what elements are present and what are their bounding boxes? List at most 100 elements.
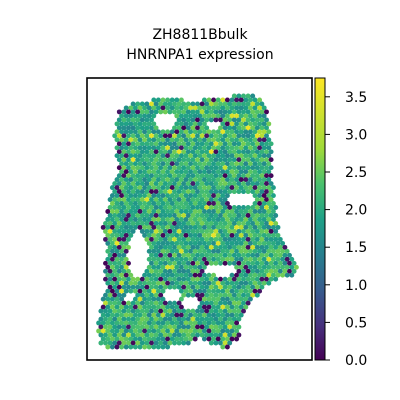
spot xyxy=(206,193,212,199)
spot xyxy=(146,320,152,326)
spot xyxy=(215,240,221,246)
spot xyxy=(197,201,203,206)
spot xyxy=(268,260,274,266)
spot xyxy=(273,213,279,218)
spot xyxy=(259,228,265,234)
spot xyxy=(160,185,166,191)
spot xyxy=(199,165,205,171)
spot xyxy=(211,129,217,135)
spot xyxy=(208,141,214,147)
spot xyxy=(261,224,267,230)
spot xyxy=(135,125,141,131)
spot xyxy=(254,149,260,155)
spot xyxy=(213,276,219,282)
spot xyxy=(208,173,214,179)
spot xyxy=(172,181,177,187)
spot xyxy=(192,177,198,183)
spot xyxy=(183,336,189,342)
spot xyxy=(195,133,200,139)
spot xyxy=(264,173,269,179)
spot xyxy=(204,133,210,139)
spot xyxy=(160,145,166,151)
spot xyxy=(178,288,184,294)
spot xyxy=(231,284,237,290)
spot xyxy=(107,213,113,218)
spot xyxy=(234,113,240,119)
spot xyxy=(222,181,228,187)
spot xyxy=(105,336,111,342)
spot xyxy=(112,332,118,338)
spot xyxy=(162,228,168,234)
spot xyxy=(250,157,256,163)
spot xyxy=(160,97,166,103)
spot xyxy=(236,213,242,218)
spot xyxy=(142,145,148,151)
spot xyxy=(169,264,175,270)
spot xyxy=(142,217,148,222)
spot xyxy=(188,209,194,214)
spot xyxy=(197,272,203,278)
spot xyxy=(155,248,161,254)
spot xyxy=(176,125,182,131)
spot xyxy=(165,304,171,310)
spot xyxy=(236,133,242,139)
spot xyxy=(178,312,184,318)
spot xyxy=(132,145,138,151)
spot xyxy=(231,292,237,298)
spot xyxy=(192,153,198,159)
spot xyxy=(199,101,205,107)
plot-frame xyxy=(86,77,313,361)
spot xyxy=(268,173,274,179)
spot xyxy=(181,181,187,187)
spot xyxy=(266,193,272,199)
spot xyxy=(176,133,182,139)
spot xyxy=(204,260,210,266)
spot xyxy=(254,244,260,250)
spot xyxy=(169,232,175,238)
spot xyxy=(227,340,233,346)
spot xyxy=(231,324,237,330)
spot xyxy=(190,324,196,330)
spot xyxy=(215,312,221,318)
spot xyxy=(218,284,223,290)
spot xyxy=(231,205,237,210)
spot xyxy=(107,228,113,234)
spot xyxy=(167,244,173,250)
spot xyxy=(222,133,228,139)
spot xyxy=(259,276,265,282)
spot xyxy=(224,177,230,183)
spot xyxy=(268,149,274,155)
spot xyxy=(197,105,203,111)
spot xyxy=(257,97,263,103)
spot xyxy=(181,117,187,123)
spot xyxy=(213,284,219,290)
spot xyxy=(146,217,152,222)
spot xyxy=(130,149,136,155)
spot xyxy=(199,109,205,115)
spot xyxy=(153,300,159,306)
spot xyxy=(195,205,200,210)
spot xyxy=(144,205,150,210)
spot xyxy=(142,201,148,206)
spot xyxy=(197,304,203,310)
spot xyxy=(236,236,242,242)
spot xyxy=(199,252,205,258)
spot xyxy=(254,197,260,203)
spot xyxy=(250,260,256,266)
spot xyxy=(132,336,138,342)
spot xyxy=(218,300,223,306)
spot xyxy=(234,145,240,151)
spot xyxy=(195,308,200,314)
spot xyxy=(146,304,152,310)
spot xyxy=(201,145,207,151)
spot xyxy=(224,344,230,350)
spot xyxy=(149,221,154,226)
spot xyxy=(178,185,184,191)
spot xyxy=(153,133,159,139)
spot xyxy=(190,236,196,242)
spot xyxy=(192,201,198,206)
spot xyxy=(211,280,217,286)
spot xyxy=(197,129,203,135)
spot xyxy=(98,308,104,314)
spot xyxy=(153,149,159,155)
